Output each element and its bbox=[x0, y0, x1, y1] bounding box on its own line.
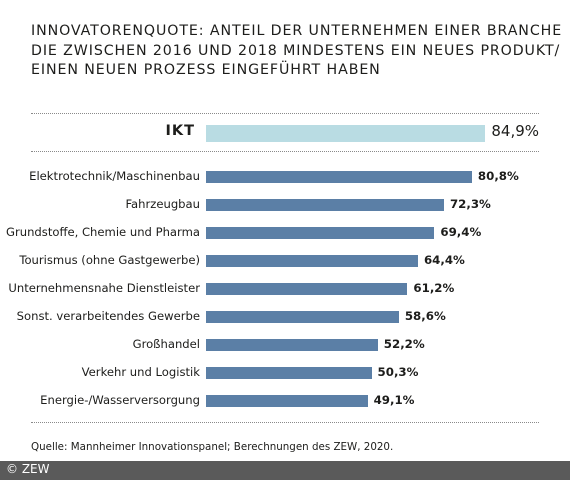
title-line: EINEN NEUEN PROZESS EINGEFÜHRT HABEN bbox=[31, 62, 381, 78]
category-label: Energie-/Wasserversorgung bbox=[40, 393, 200, 407]
bar bbox=[206, 395, 368, 407]
category-label: Fahrzeugbau bbox=[125, 197, 200, 211]
value-label: 80,8% bbox=[477, 169, 519, 183]
bar bbox=[206, 339, 378, 351]
bar bbox=[206, 311, 399, 323]
bar bbox=[206, 283, 408, 295]
divider-top bbox=[31, 113, 539, 114]
bar bbox=[206, 255, 418, 267]
highlight-value-label: 84,9% bbox=[491, 122, 540, 140]
value-label: 61,2% bbox=[413, 281, 455, 295]
copyright-text: © ZEW bbox=[6, 462, 50, 476]
category-label: Grundstoffe, Chemie und Pharma bbox=[5, 225, 200, 239]
copyright-bar: © ZEW bbox=[0, 461, 570, 480]
bar bbox=[206, 171, 472, 183]
bar bbox=[206, 199, 444, 211]
highlight-bar bbox=[206, 125, 486, 142]
chart-title: INNOVATORENQUOTE: ANTEIL DER UNTERNEHMEN… bbox=[31, 22, 563, 81]
value-label: 52,2% bbox=[383, 337, 425, 351]
bar bbox=[206, 367, 372, 379]
value-label: 58,6% bbox=[404, 309, 446, 323]
category-label: Verkehr und Logistik bbox=[81, 365, 200, 379]
highlight-category-label: IKT bbox=[165, 123, 195, 139]
value-label: 69,4% bbox=[440, 225, 482, 239]
value-label: 49,1% bbox=[373, 393, 415, 407]
value-label: 50,3% bbox=[377, 365, 419, 379]
category-label: Sonst. verarbeitendes Gewerbe bbox=[16, 309, 200, 323]
divider-bottom bbox=[31, 422, 539, 423]
title-line: INNOVATORENQUOTE: ANTEIL DER UNTERNEHMEN… bbox=[31, 23, 563, 39]
divider-middle bbox=[31, 151, 539, 152]
category-label: Großhandel bbox=[132, 337, 200, 351]
bar bbox=[206, 227, 435, 239]
category-label: Tourismus (ohne Gastgewerbe) bbox=[19, 253, 200, 267]
category-label: Elektrotechnik/Maschinenbau bbox=[29, 169, 200, 183]
category-label: Unternehmensnahe Dienstleister bbox=[8, 281, 200, 295]
value-label: 64,4% bbox=[423, 253, 465, 267]
value-label: 72,3% bbox=[449, 197, 491, 211]
title-line: DIE ZWISCHEN 2016 UND 2018 MINDESTENS EI… bbox=[31, 42, 561, 59]
source-note: Quelle: Mannheimer Innovationspanel; Ber… bbox=[31, 441, 394, 453]
